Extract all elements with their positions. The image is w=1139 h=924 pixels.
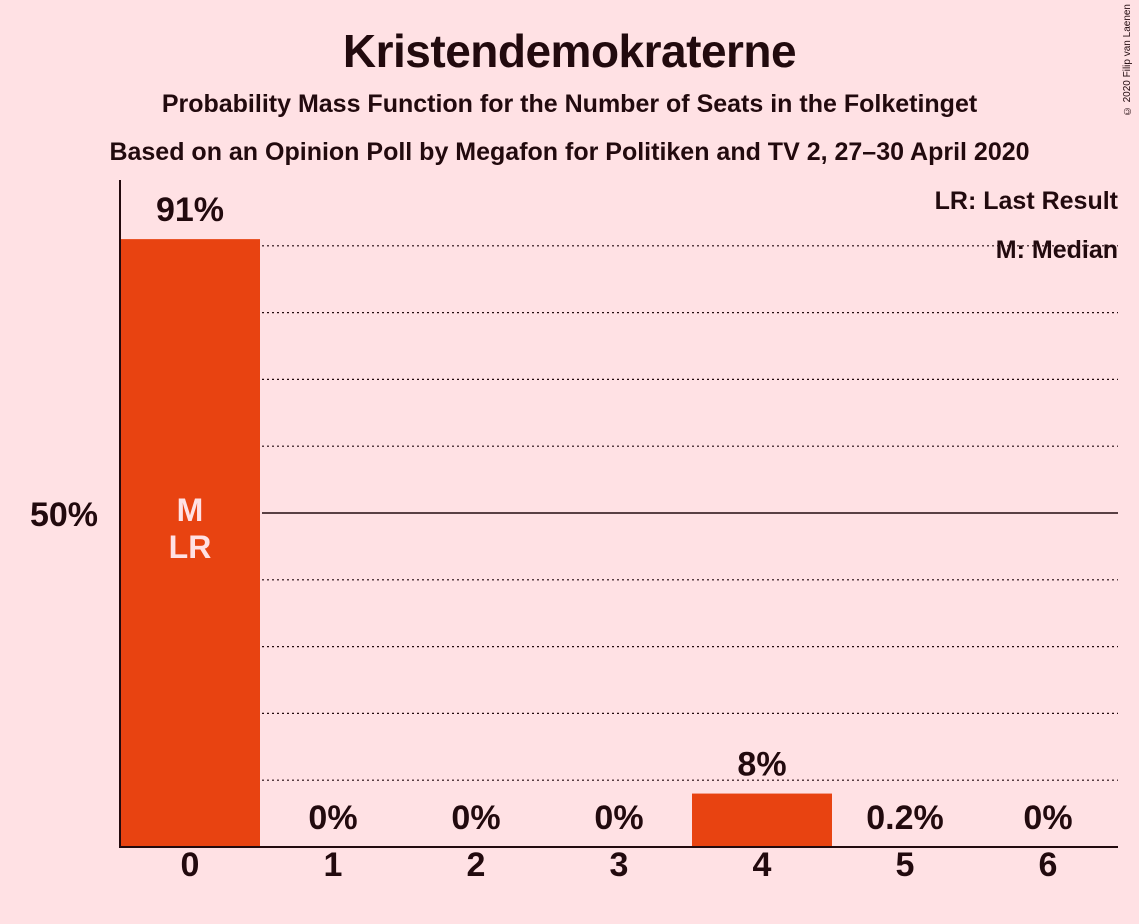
legend-median: M: Median — [996, 236, 1118, 264]
x-tick-label-5: 5 — [896, 846, 915, 884]
x-tick-label-1: 1 — [324, 846, 343, 884]
median-marker: M — [177, 492, 204, 528]
x-tick-label-2: 2 — [467, 846, 486, 884]
value-label-5: 0.2% — [866, 799, 944, 837]
last-result-marker: LR — [169, 529, 212, 565]
value-label-2: 0% — [451, 799, 500, 837]
chart-subtitle: Probability Mass Function for the Number… — [161, 90, 978, 118]
value-label-6: 0% — [1023, 799, 1072, 837]
x-tick-label-6: 6 — [1039, 846, 1058, 884]
x-tick-label-4: 4 — [753, 846, 772, 884]
y-tick-label: 50% — [30, 496, 98, 534]
legend-last-result: LR: Last Result — [935, 187, 1119, 215]
chart-title: Kristendemokraterne — [342, 25, 797, 77]
value-label-0: 91% — [156, 191, 224, 229]
value-label-4: 8% — [737, 746, 786, 784]
value-label-3: 0% — [594, 799, 643, 837]
bar-4 — [692, 793, 832, 847]
value-label-1: 0% — [308, 799, 357, 837]
bar-0 — [120, 239, 260, 847]
x-tick-label-3: 3 — [610, 846, 629, 884]
chart-subtitle-2: Based on an Opinion Poll by Megafon for … — [109, 138, 1030, 166]
x-tick-label-0: 0 — [181, 846, 200, 884]
